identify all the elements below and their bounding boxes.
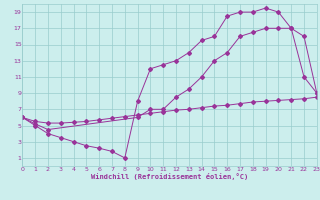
X-axis label: Windchill (Refroidissement éolien,°C): Windchill (Refroidissement éolien,°C) <box>91 173 248 180</box>
